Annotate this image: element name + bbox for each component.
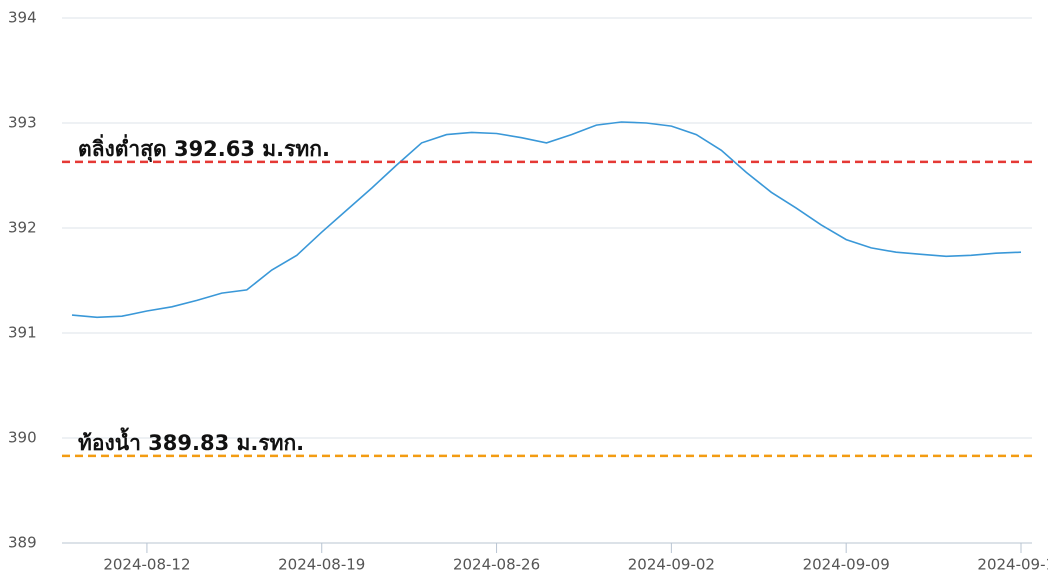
x-tick-label: 2024-08-12 — [103, 556, 190, 574]
y-tick-label: 392 — [8, 219, 37, 237]
y-tick-label: 389 — [8, 534, 37, 552]
y-tick-label: 394 — [8, 9, 37, 27]
x-tick-label: 2024-09-16 — [977, 556, 1048, 574]
x-tick-label: 2024-08-26 — [453, 556, 540, 574]
x-tick-label: 2024-09-02 — [628, 556, 715, 574]
x-tick-label: 2024-09-09 — [803, 556, 890, 574]
reference-label: ท้องน้ำ 389.83 ม.รทก. — [78, 427, 304, 455]
y-tick-label: 393 — [8, 114, 37, 132]
series-line — [71, 121, 1022, 319]
y-tick-label: 391 — [8, 324, 37, 342]
x-tick-label: 2024-08-19 — [278, 556, 365, 574]
y-tick-label: 390 — [8, 429, 37, 447]
reference-label: ตลิ่งต่ำสุด 392.63 ม.รทก. — [78, 133, 330, 163]
